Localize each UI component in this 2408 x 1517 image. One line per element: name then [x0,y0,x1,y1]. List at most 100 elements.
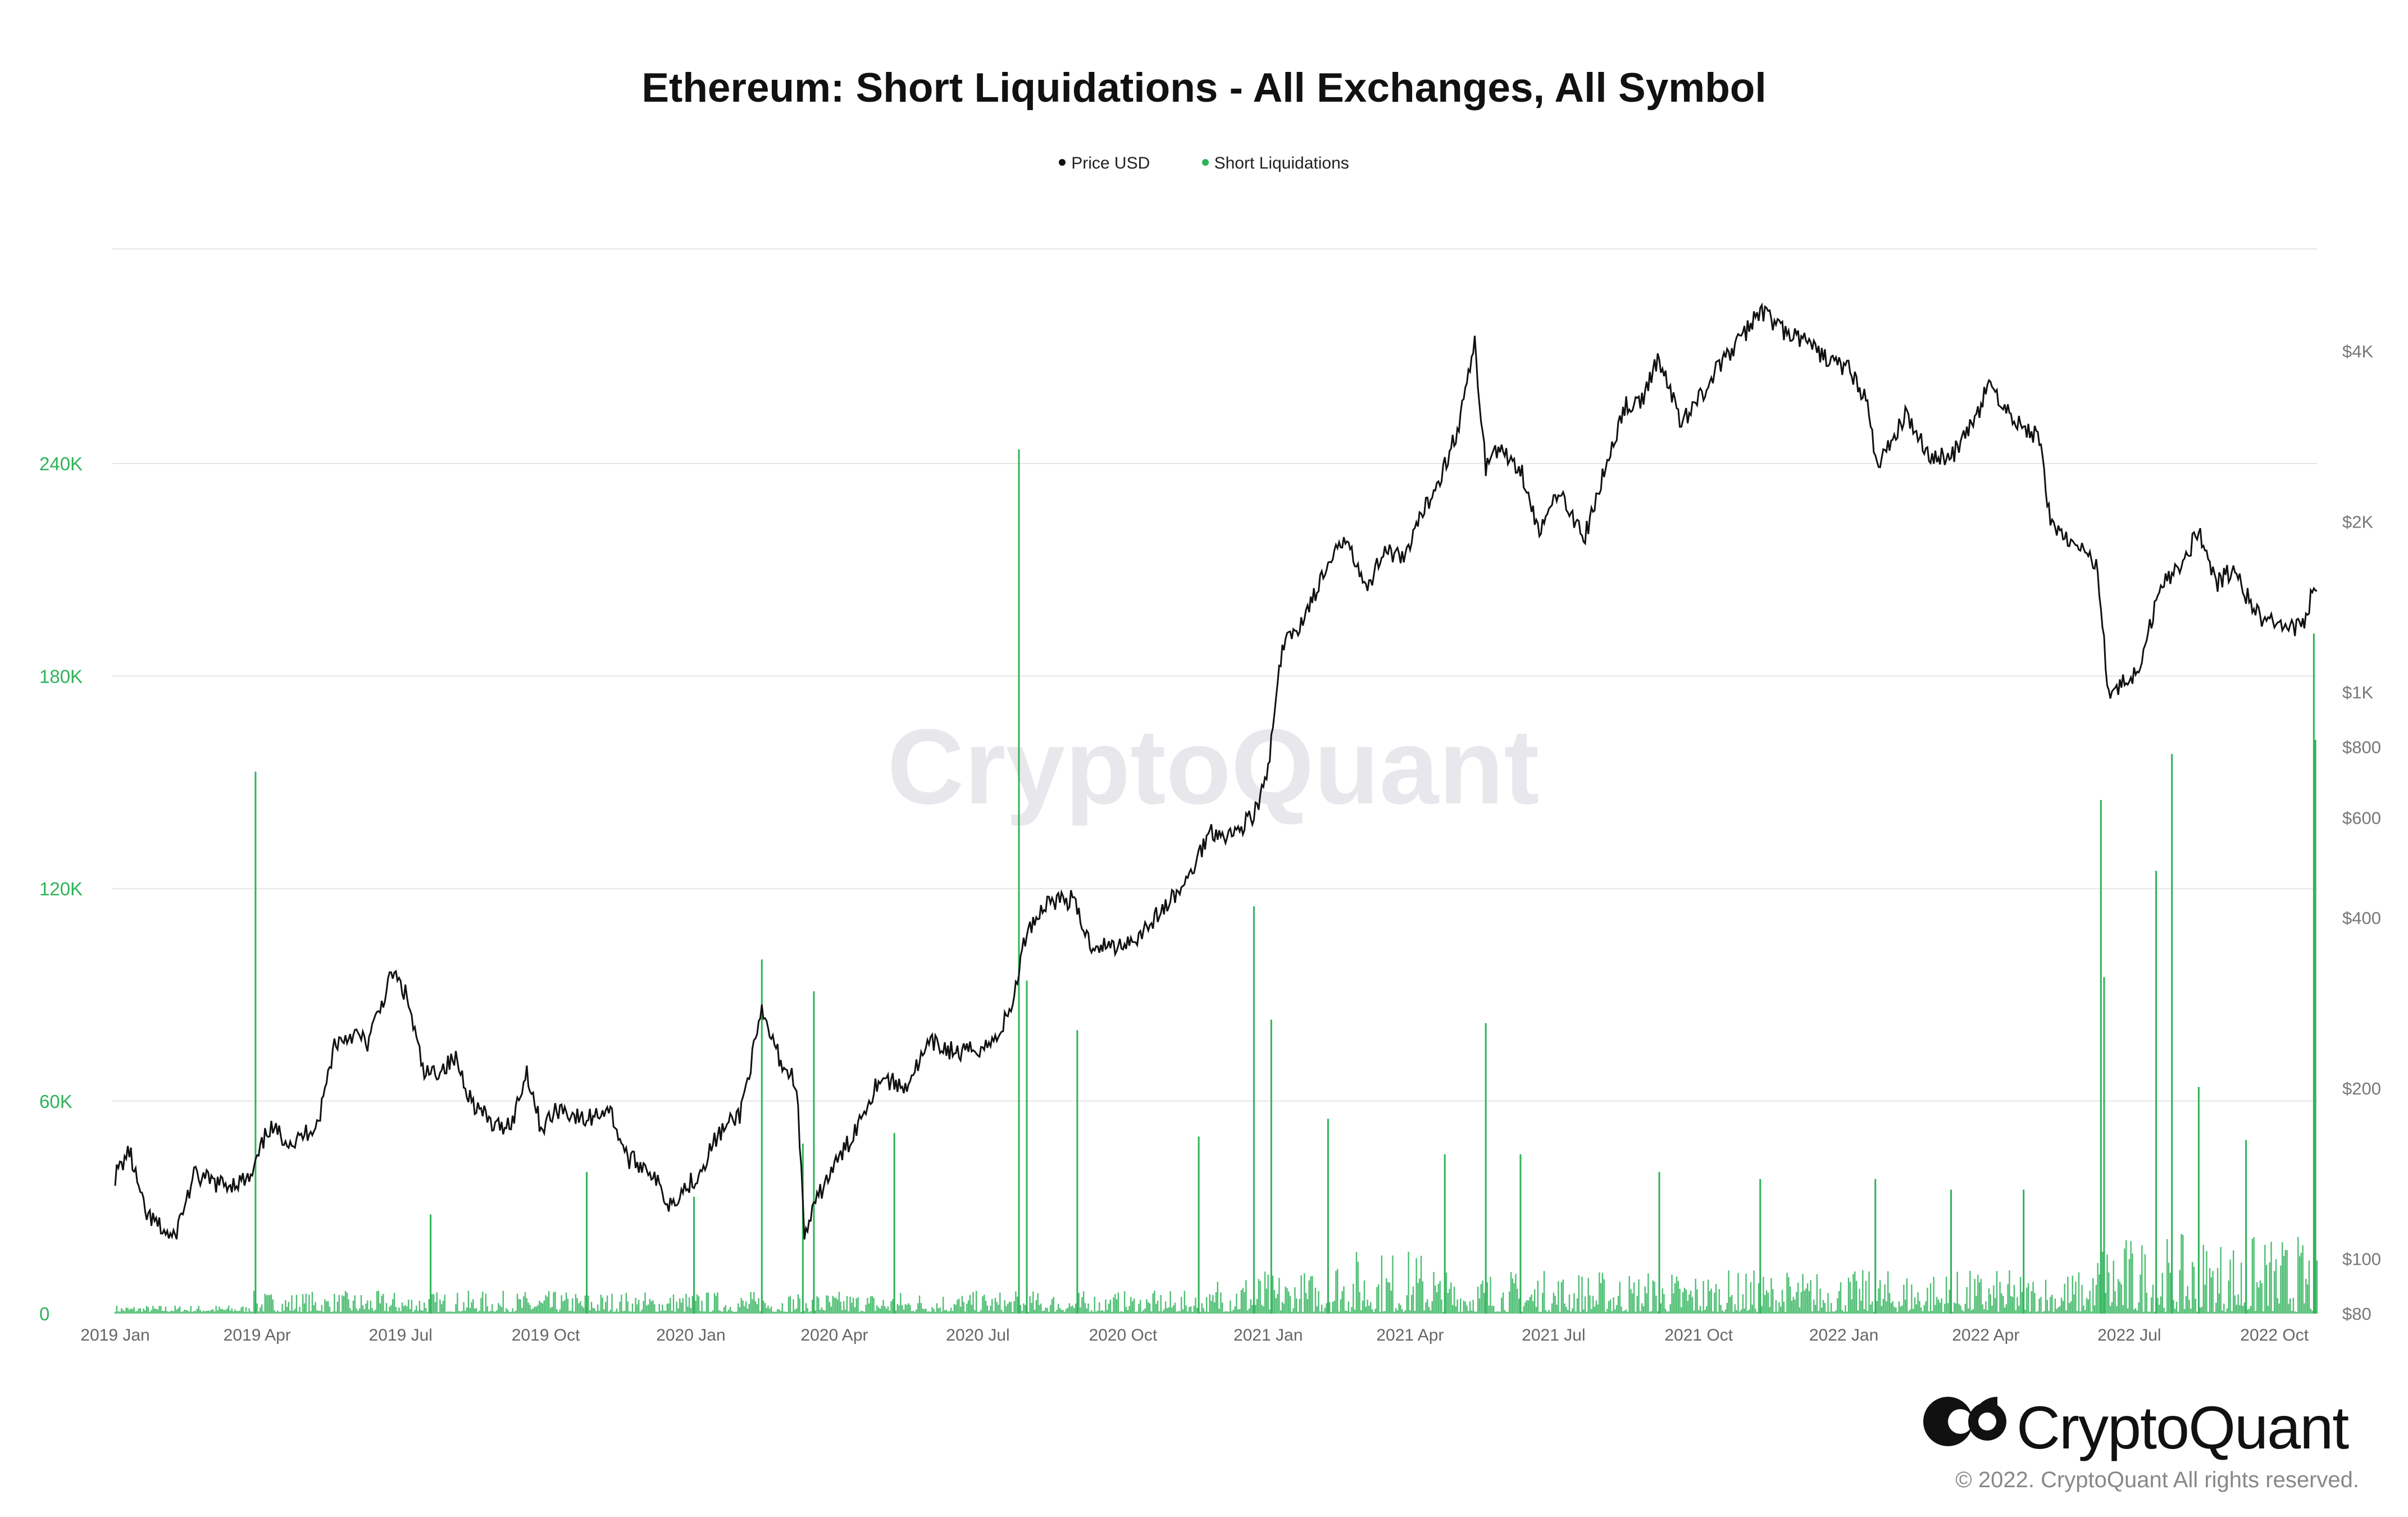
noise-bar [179,1306,181,1314]
noise-bar [2236,1305,2237,1314]
noise-bar [814,1310,816,1314]
noise-bar [318,1310,320,1314]
noise-bar [2310,1309,2311,1314]
noise-bar [267,1295,269,1314]
noise-bar [130,1308,132,1314]
noise-bar [1359,1292,1360,1314]
noise-bar [155,1309,157,1314]
noise-bar [967,1300,969,1314]
noise-bar [1627,1311,1629,1314]
noise-bar [582,1307,585,1314]
noise-bar [2210,1277,2213,1314]
noise-bar [498,1303,499,1314]
noise-bar [668,1303,670,1314]
noise-bar [2275,1259,2277,1314]
noise-bar [1886,1301,1887,1314]
short-liquidation-bar [802,1143,804,1314]
noise-bar [1171,1307,1173,1314]
noise-bar [1673,1293,1674,1314]
noise-bar [1791,1300,1793,1314]
noise-bar [941,1311,943,1314]
noise-bar [1384,1311,1386,1314]
noise-bar [417,1311,419,1314]
noise-bar [319,1311,321,1314]
noise-bar [1082,1291,1085,1314]
noise-bar [1550,1311,1551,1314]
noise-bar [2229,1259,2231,1314]
noise-bar [1551,1303,1553,1314]
noise-bar [896,1303,898,1314]
noise-bar [1682,1292,1684,1314]
noise-bar [1923,1305,1926,1314]
noise-bar [1747,1310,1749,1314]
legend-item-short-liquidations[interactable]: Short Liquidations [1201,154,1349,173]
noise-bar [482,1291,484,1314]
noise-bar [1155,1303,1157,1314]
noise-bar [116,1306,118,1314]
noise-bar [348,1299,349,1314]
noise-bar [1922,1311,1924,1314]
noise-bar [598,1310,600,1314]
noise-bar [1867,1311,1868,1314]
noise-bar [2187,1286,2188,1314]
noise-bar [1105,1299,1107,1314]
noise-bar [1439,1280,1441,1314]
noise-bar [1636,1296,1638,1314]
noise-bar [1677,1280,1679,1314]
noise-bar [1048,1311,1050,1314]
noise-bar [499,1305,501,1314]
noise-bar [529,1305,531,1314]
noise-bar [1780,1306,1782,1314]
noise-bar [1862,1270,1864,1314]
x-tick-label: 2022 Apr [1952,1326,2019,1345]
noise-bar [1428,1307,1430,1314]
noise-bar [266,1295,267,1314]
noise-bar [1010,1302,1012,1314]
noise-bar [955,1305,957,1314]
noise-bar [590,1302,593,1314]
noise-bar [1018,1302,1020,1314]
noise-bar [1668,1311,1670,1314]
noise-bar [701,1301,703,1314]
noise-bar [1535,1307,1537,1314]
noise-bar [368,1309,370,1314]
noise-bar [1816,1274,1818,1314]
noise-bar [2024,1310,2026,1314]
noise-bar [2277,1298,2278,1314]
noise-bar [1169,1291,1171,1314]
noise-bar [1256,1298,1258,1314]
noise-bar [411,1300,413,1314]
noise-bar [1532,1301,1534,1314]
noise-bar [561,1295,562,1314]
noise-bar [1215,1292,1217,1314]
noise-bar [1408,1251,1409,1314]
noise-bar [791,1311,793,1314]
noise-bar [990,1306,991,1314]
noise-bar [808,1311,810,1314]
noise-bar [2182,1234,2184,1314]
noise-bar [859,1311,861,1314]
noise-bar [332,1311,334,1314]
noise-bar [297,1311,299,1314]
noise-bar [373,1311,375,1314]
noise-bar [998,1305,999,1314]
noise-bar [377,1291,380,1314]
noise-bar [2160,1296,2162,1314]
noise-bar [1504,1310,1506,1314]
noise-bar [2193,1266,2195,1314]
noise-bar [2306,1284,2309,1314]
noise-bar [688,1297,690,1314]
noise-bar [1355,1252,1358,1314]
noise-bar [1041,1311,1044,1314]
legend-item-price[interactable]: Price USD [1059,154,1150,173]
noise-bar [1354,1309,1356,1314]
noise-bar [2177,1311,2179,1314]
noise-bar [802,1291,804,1314]
noise-bar [1179,1311,1181,1314]
noise-bar [662,1305,663,1314]
noise-bar [1281,1302,1283,1314]
noise-bar [1368,1306,1370,1314]
noise-bar [1239,1309,1241,1314]
noise-bar [1127,1310,1128,1314]
noise-bar [2171,1245,2173,1314]
